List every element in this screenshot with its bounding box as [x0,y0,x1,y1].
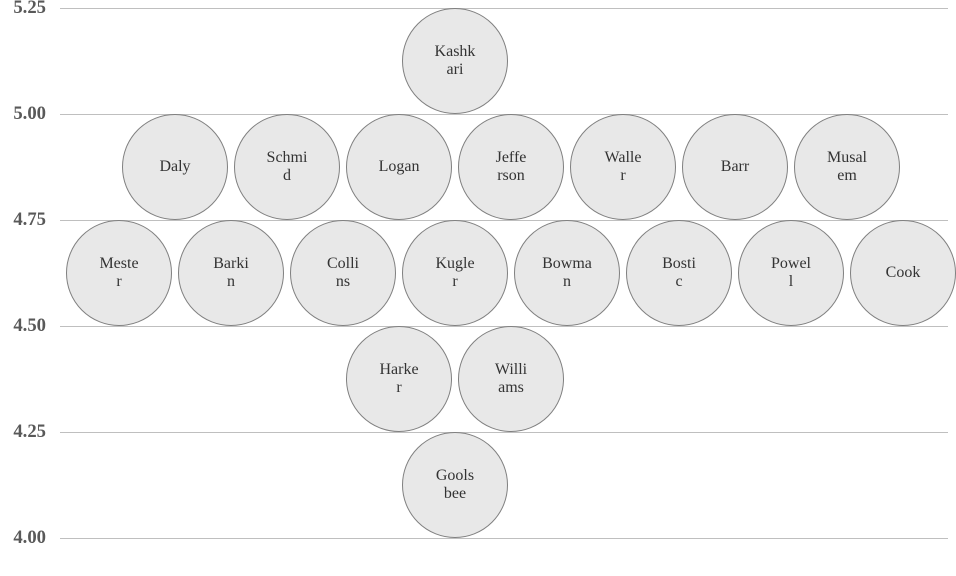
gridline [60,114,948,115]
member-node: Cook [850,220,956,326]
gridline [60,326,948,327]
member-node: Kugler [402,220,508,326]
member-node-label: Logan [373,158,426,176]
y-axis-tick-label: 4.75 [0,209,46,231]
gridline [60,220,948,221]
member-node: Kashkari [402,8,508,114]
y-axis-tick-label: 5.00 [0,103,46,125]
member-node: Waller [570,114,676,220]
member-node-label: Goolsbee [430,467,480,504]
gridline [60,432,948,433]
member-node-label: Jefferson [490,149,533,186]
member-node-label: Collins [321,255,365,292]
member-node: Goolsbee [402,432,508,538]
fed-dot-plot-chart: 4.00 4.25 4.50 4.75 5.00 5.25 Kashkari Daly Schm… [0,0,956,576]
member-node-label: Barr [715,158,755,176]
member-node: Harker [346,326,452,432]
member-node: Daly [122,114,228,220]
member-node-label: Bostic [656,255,702,292]
member-node-label: Barkin [207,255,255,292]
y-axis-tick-label: 4.50 [0,315,46,337]
member-node-label: Powell [765,255,817,292]
gridline [60,538,948,539]
member-node: Musalem [794,114,900,220]
member-node-label: Schmid [261,149,314,186]
y-axis-tick-label: 4.00 [0,527,46,549]
member-node-label: Mester [93,255,144,292]
member-node-label: Musalem [821,149,873,186]
member-node: Bowman [514,220,620,326]
member-node: Bostic [626,220,732,326]
member-node: Mester [66,220,172,326]
y-axis-tick-label: 5.25 [0,0,46,19]
member-node: Schmid [234,114,340,220]
member-node-label: Daly [153,158,196,176]
member-node: Williams [458,326,564,432]
member-node-label: Kugler [429,255,480,292]
y-axis-tick-label: 4.25 [0,421,46,443]
gridline [60,8,948,9]
member-node: Barr [682,114,788,220]
member-node-label: Williams [489,361,533,398]
member-node-label: Harker [373,361,424,398]
member-node: Barkin [178,220,284,326]
member-node: Jefferson [458,114,564,220]
member-node: Logan [346,114,452,220]
member-node-label: Kashkari [429,43,482,80]
member-node: Collins [290,220,396,326]
member-node-label: Bowman [536,255,598,292]
member-node-label: Cook [880,264,927,282]
member-node-label: Waller [599,149,648,186]
member-node: Powell [738,220,844,326]
